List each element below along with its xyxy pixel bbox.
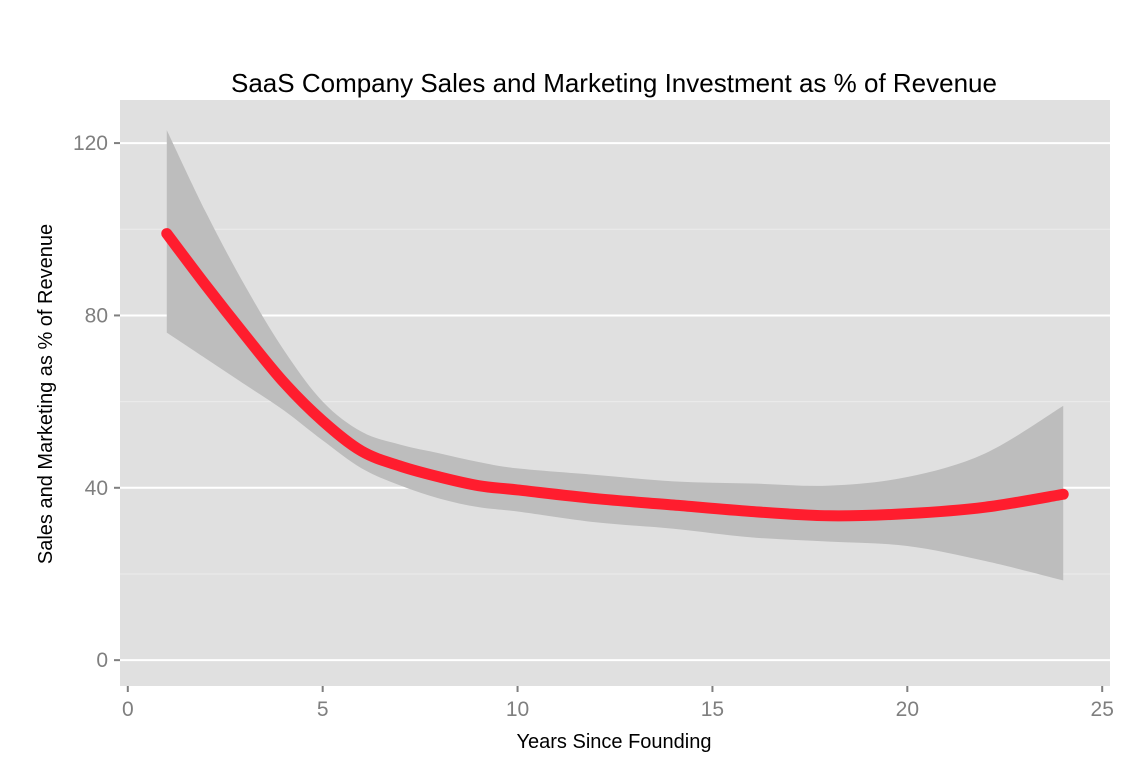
- y-tick-label: 80: [85, 304, 108, 327]
- x-axis: 0 5 10 15 20 25: [122, 686, 1114, 721]
- x-tick-label: 20: [896, 698, 919, 721]
- x-tick-label: 15: [701, 698, 724, 721]
- x-tick-label: 25: [1091, 698, 1114, 721]
- x-tick-label: 5: [317, 698, 329, 721]
- y-axis-label: Sales and Marketing as % of Revenue: [35, 224, 57, 564]
- x-tick-label: 10: [506, 698, 529, 721]
- y-tick-label: 0: [96, 649, 108, 672]
- chart-title: SaaS Company Sales and Marketing Investm…: [231, 68, 997, 98]
- y-tick-label: 40: [85, 477, 108, 500]
- y-tick-label: 120: [73, 132, 108, 155]
- y-axis: 0 40 80 120: [73, 132, 120, 672]
- x-axis-label: Years Since Founding: [517, 731, 712, 753]
- x-tick-label: 0: [122, 698, 134, 721]
- trend-line: [161, 228, 1069, 522]
